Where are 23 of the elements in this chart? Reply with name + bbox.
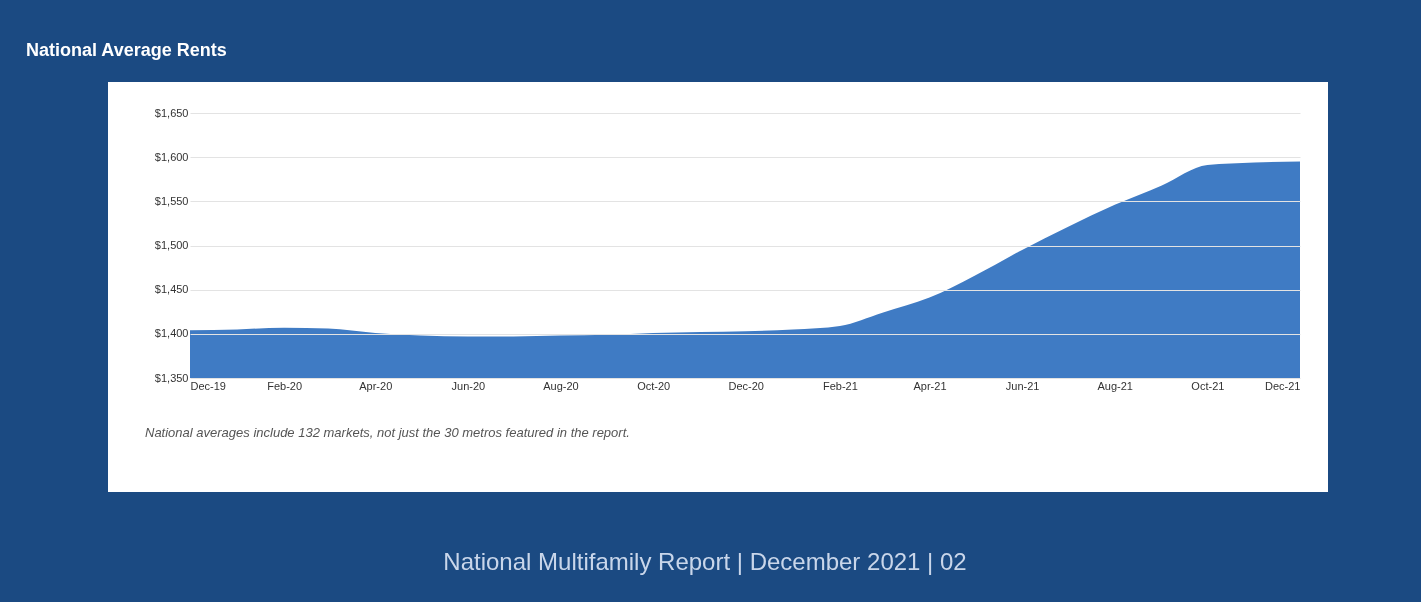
y-tick-label: $1,600 bbox=[154, 150, 189, 163]
y-tick-label: $1,500 bbox=[154, 239, 189, 251]
y-tick-label: $1,450 bbox=[154, 283, 189, 296]
y-tick-label: $1,550 bbox=[154, 194, 189, 207]
x-tick-label: Jun-21 bbox=[1005, 379, 1040, 392]
chart-title: National Average Rents bbox=[26, 40, 227, 60]
x-tick-label: Aug-21 bbox=[1097, 379, 1133, 392]
x-tick-label: Apr-20 bbox=[359, 379, 393, 392]
x-tick-label: Dec-19 bbox=[190, 379, 226, 392]
text: National averages include 132 markets, not just the 30 metros featured in the report. bbox=[145, 425, 630, 440]
x-tick-label: Feb-21 bbox=[822, 379, 858, 392]
x-tick-label: Feb-20 bbox=[267, 379, 303, 392]
x-tick-label: Dec-21 bbox=[1265, 379, 1301, 392]
x-tick-label: Oct-20 bbox=[637, 379, 671, 392]
x-tick-label: Apr-21 bbox=[913, 379, 947, 392]
y-tick-label: $1,400 bbox=[154, 327, 189, 340]
y-tick-label: $1,350 bbox=[154, 371, 189, 384]
x-tick-label: Jun-20 bbox=[451, 379, 486, 392]
text: National Multifamily Report | December 2021 | 02 bbox=[443, 548, 967, 575]
x-tick-label: Oct-21 bbox=[1191, 379, 1225, 392]
x-tick-label: Aug-20 bbox=[543, 379, 579, 392]
x-tick-label: Dec-20 bbox=[728, 379, 764, 392]
y-tick-label: $1,650 bbox=[154, 106, 189, 119]
